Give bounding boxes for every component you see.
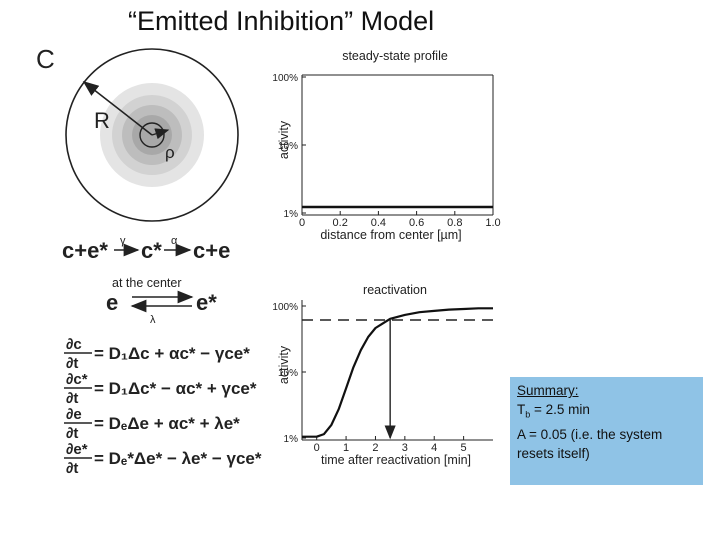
x-tick-label: 0 [314, 442, 320, 454]
cell-outer-circle [65, 48, 239, 222]
x-tick-label: 1.0 [485, 217, 500, 229]
rho-label: ρ [165, 143, 175, 162]
x-tick-label: 3 [402, 442, 408, 454]
equation-rhs: = D₁Δc + αc* − γce* [94, 344, 250, 363]
alpha-label: α [171, 235, 178, 247]
equation-denominator: ∂t [66, 460, 78, 477]
y-tick-label: 10% [278, 368, 298, 379]
equation-numerator: ∂e [66, 406, 82, 423]
cell-diagram: R ρ [65, 48, 239, 222]
equation-2: ∂c* ∂t = D₁Δc* − αc* + γce* [64, 371, 257, 407]
chart-2-title: reactivation [363, 283, 427, 297]
equation-denominator: ∂t [66, 425, 78, 442]
equation-numerator: ∂c [66, 336, 82, 353]
summary-tb-value: = 2.5 min [530, 402, 590, 417]
x-tick-label: 0.2 [333, 217, 348, 229]
x-tick-label: 0 [299, 217, 305, 229]
chart-2-x-ticks: 0 1 2 3 4 5 [314, 436, 467, 454]
equation-1: ∂c ∂t = D₁Δc + αc* − γce* [64, 336, 250, 372]
equations: ∂c∂t= D₁Δc + αc* − γce*∂c*∂t= D₁Δc* − αc… [64, 336, 262, 477]
reaction-2-right: e* [196, 290, 217, 315]
chart-1-y-ticks: 1% 10% 100% [272, 73, 306, 220]
chart-1-title: steady-state profile [342, 49, 448, 63]
chart-2-markers [302, 319, 493, 440]
chart-2-ylabel: activity [277, 345, 291, 384]
x-tick-label: 1 [343, 442, 349, 454]
x-tick-label: 0.8 [447, 217, 462, 229]
y-tick-label: 100% [272, 73, 298, 84]
summary-a-line: A = 0.05 (i.e. the system resets itself) [517, 426, 663, 461]
reaction-2-left: e [106, 290, 118, 315]
y-tick-label: 100% [272, 302, 298, 313]
x-tick-label: 2 [372, 442, 378, 454]
chart-1-x-ticks: 0 0.2 0.4 0.6 0.8 1.0 [299, 211, 501, 229]
x-tick-label: 5 [461, 442, 467, 454]
summary-tb-subscript: b [525, 409, 531, 420]
rho-arrow [151, 128, 170, 140]
summary-heading: Summary: [517, 383, 579, 398]
chart-1-ylabel: activity [277, 120, 291, 159]
slide-title: “Emitted Inhibition” Model [128, 6, 435, 36]
summary-tb-line: Tb = 2.5 min [517, 400, 696, 425]
equation-rhs: = Dₑ*Δe* − λe* − γce* [94, 449, 262, 468]
x-tick-label: 0.4 [371, 217, 386, 229]
reaction-1-middle: c* [141, 238, 162, 263]
radius-arrow [82, 81, 153, 136]
x-tick-label: 0.6 [409, 217, 424, 229]
equation-numerator: ∂c* [66, 371, 88, 388]
x-tick-label: 4 [431, 442, 437, 454]
panel-label: C [36, 44, 55, 74]
chart-2-xlabel: time after reactivation [min] [321, 453, 471, 467]
equation-denominator: ∂t [66, 390, 78, 407]
chart-2-y-ticks: 1% 10% 100% [272, 302, 306, 445]
lambda-label: λ [150, 314, 156, 326]
summary-box: Summary: Tb = 2.5 min A = 0.05 (i.e. the… [510, 377, 703, 485]
chart-2-series [302, 307, 493, 438]
equation-rhs: = D₁Δc* − αc* + γce* [94, 379, 257, 398]
reaction-2: at the center e e* λ [106, 276, 217, 326]
equation-numerator: ∂e* [66, 441, 88, 458]
gamma-label: γ [120, 235, 126, 247]
equation-4: ∂e* ∂t = Dₑ*Δe* − λe* − γce* [64, 441, 262, 477]
chart-1-xlabel: distance from center [µm] [320, 228, 461, 242]
chart-2-reactivation-curve [302, 307, 493, 438]
equation-denominator: ∂t [66, 355, 78, 372]
chart-reactivation: reactivation 0 1 2 3 4 5 1% 10% 100% time after… [272, 283, 493, 467]
summary-tb-symbol: T [517, 402, 526, 417]
y-tick-label: 1% [284, 209, 299, 220]
reaction-1-right: c+e [193, 238, 230, 263]
reaction-1-left: c+e* [62, 238, 108, 263]
reaction-1: c+e* γ c* α c+e [62, 235, 230, 263]
equation-rhs: = DₑΔe + αc* + λe* [94, 414, 240, 433]
chart-steady-state: steady-state profile 0 0.2 0.4 0.6 0.8 1.0 1%… [272, 49, 500, 242]
y-tick-label: 10% [278, 141, 298, 152]
y-tick-label: 1% [284, 434, 299, 445]
radius-label: R [94, 108, 110, 133]
at-center-label: at the center [112, 276, 182, 290]
equation-3: ∂e ∂t = DₑΔe + αc* + λe* [64, 406, 240, 442]
